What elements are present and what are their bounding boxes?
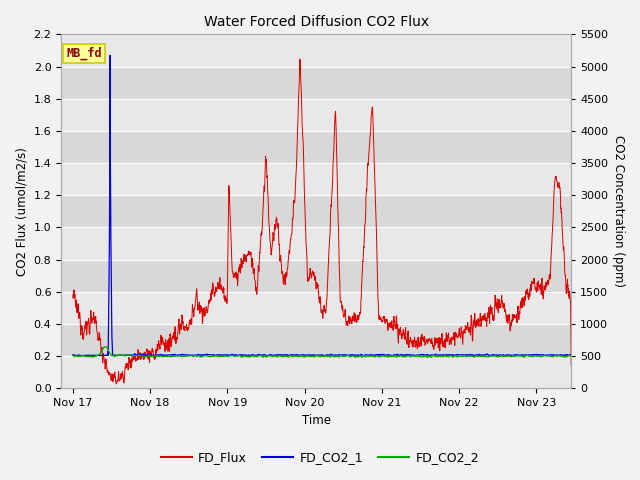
Bar [61, 195, 571, 228]
Bar [61, 67, 571, 99]
Legend: FD_Flux, FD_CO2_1, FD_CO2_2: FD_Flux, FD_CO2_1, FD_CO2_2 [156, 446, 484, 469]
Bar [61, 163, 571, 195]
Y-axis label: CO2 Concentration (ppm): CO2 Concentration (ppm) [612, 135, 625, 288]
X-axis label: Time: Time [301, 414, 331, 427]
Bar [61, 324, 571, 356]
Bar [61, 35, 571, 67]
Bar [61, 131, 571, 163]
Bar [61, 260, 571, 292]
Text: MB_fd: MB_fd [67, 47, 102, 60]
Bar [61, 228, 571, 260]
Title: Water Forced Diffusion CO2 Flux: Water Forced Diffusion CO2 Flux [204, 15, 429, 29]
Bar [61, 99, 571, 131]
Bar [61, 356, 571, 388]
Bar [61, 292, 571, 324]
Y-axis label: CO2 Flux (umol/m2/s): CO2 Flux (umol/m2/s) [15, 147, 28, 276]
